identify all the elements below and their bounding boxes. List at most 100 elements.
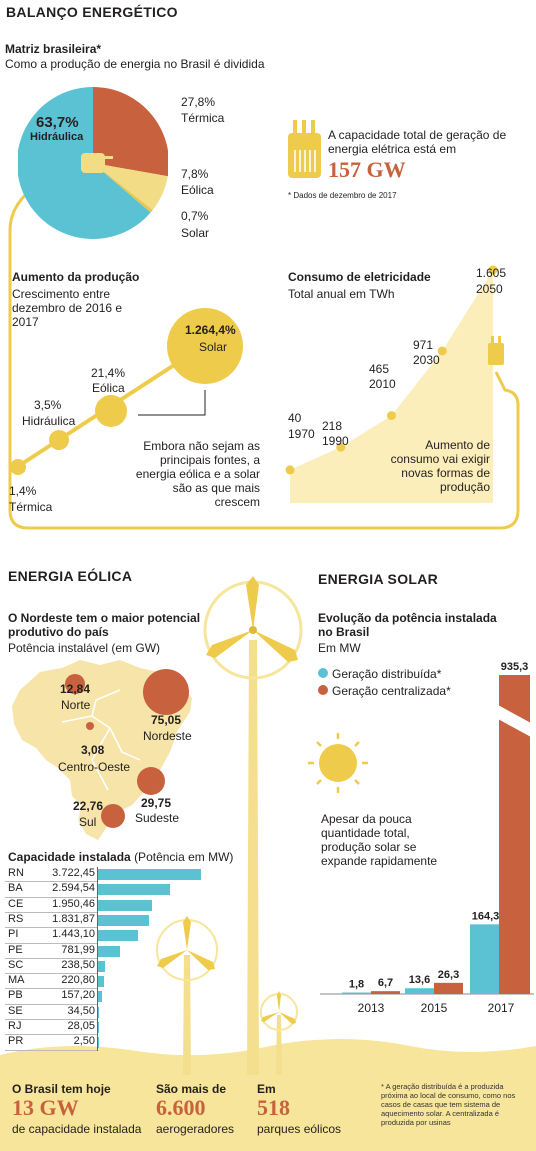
cap-row-divider bbox=[5, 973, 98, 975]
solar-bar-centralizada-2015 bbox=[434, 982, 463, 994]
map-value-norte: 12,84 bbox=[60, 682, 91, 696]
page-title: BALANÇO ENERGÉTICO bbox=[6, 4, 178, 20]
solar-bar-chart: 1,8 6,7 2013 13,6 26,3 2015 164,3 935,3 2017 bbox=[320, 661, 534, 1015]
pie-label-solar-name: Solar bbox=[181, 226, 210, 240]
growth-label-eolica-name: Eólica bbox=[92, 381, 125, 395]
bubble-termica bbox=[10, 459, 26, 475]
growth-label-hidraulica-value: 3,5% bbox=[34, 398, 62, 412]
growth-label-hidraulica-name: Hidráulica bbox=[22, 414, 76, 428]
cap-row-divider bbox=[5, 942, 98, 944]
cap-value-pe: 781,99 bbox=[61, 943, 95, 956]
map-value-sul: 22,76 bbox=[73, 799, 104, 813]
consumo-year-1990: 1990 bbox=[322, 434, 349, 448]
cap-state-rn: RN bbox=[8, 867, 24, 879]
pie-label-solar-value: 0,7% bbox=[181, 209, 209, 223]
pie-label-termica-value: 27,8% bbox=[181, 95, 216, 109]
charger-icon bbox=[288, 120, 321, 178]
legend-label-centralizada: Geração centralizada* bbox=[332, 684, 451, 698]
pie-label-termica-name: Térmica bbox=[181, 111, 225, 125]
capacity-text: A capacidade total de geração de energia… bbox=[328, 128, 507, 156]
map-title: O Nordeste tem o maior potencial produti… bbox=[8, 611, 201, 639]
solar-value-centralizada-2015: 26,3 bbox=[438, 969, 459, 981]
legend-centralizada: Geração centralizada* bbox=[318, 684, 451, 698]
cap-bar-rn bbox=[98, 869, 201, 880]
footer-stat-1-sub: de capacidade instalada bbox=[12, 1122, 142, 1136]
cap-row-divider bbox=[5, 881, 98, 883]
growth-label-termica-value: 1,4% bbox=[9, 484, 37, 498]
consumo-year-1970: 1970 bbox=[288, 427, 315, 441]
bubble-norte bbox=[65, 674, 85, 694]
wind-turbine-small bbox=[260, 991, 298, 1075]
solar-value-centralizada-2017: 935,3 bbox=[501, 661, 529, 673]
brazil-map bbox=[12, 660, 192, 840]
cap-value-ce: 1.950,46 bbox=[52, 897, 95, 910]
bubble-eolica bbox=[95, 395, 127, 427]
footer-stat-1-value: 13 GW bbox=[12, 1095, 79, 1120]
consumo-title: Consumo de eletricidade bbox=[288, 270, 431, 284]
pie-label-hidraulica-value: 63,7% bbox=[36, 114, 79, 131]
map-bubbles bbox=[65, 669, 189, 828]
cap-title: Capacidade instalada bbox=[8, 850, 131, 864]
solar-bar-distribuida-2013 bbox=[342, 992, 371, 994]
solar-bar-centralizada-2013 bbox=[371, 991, 400, 994]
pie-label-eolica-value: 7,8% bbox=[181, 167, 209, 181]
cap-state-pb: PB bbox=[8, 989, 23, 1002]
cap-bar-pi bbox=[98, 930, 138, 942]
cap-bar-se bbox=[98, 1006, 99, 1018]
solar-value-distribuida-2015: 13,6 bbox=[409, 974, 430, 986]
bubble-hidraulica bbox=[49, 430, 69, 450]
pie-label-hidraulica-name: Hidráulica bbox=[30, 131, 84, 143]
legend-label-distribuida: Geração distribuída* bbox=[332, 667, 442, 681]
cap-state-rj: RJ bbox=[8, 1020, 22, 1032]
footer-stat-3-sub: parques eólicos bbox=[257, 1122, 342, 1136]
footer-note: * A geração distribuída é a produzida pr… bbox=[381, 1082, 516, 1127]
bubble-nordeste bbox=[143, 669, 189, 715]
map-value-nordeste: 75,05 bbox=[151, 713, 182, 727]
bubble-sul bbox=[101, 804, 125, 828]
consumption-point-2010 bbox=[387, 411, 396, 421]
cap-value-pb: 157,20 bbox=[61, 989, 95, 1002]
cap-value-se: 34,50 bbox=[67, 1004, 95, 1017]
footer-stat-1-label: O Brasil tem hoje bbox=[12, 1082, 111, 1096]
pie-slice-solar bbox=[93, 163, 153, 213]
cap-state-pi: PI bbox=[8, 928, 19, 941]
consumo-subtitle: Total anual em TWh bbox=[288, 287, 395, 301]
pie-label-eolica-name: Eólica bbox=[181, 183, 214, 197]
footer-stat-2-sub: aerogeradores bbox=[156, 1122, 235, 1136]
consumo-value-2010: 465 bbox=[369, 362, 390, 376]
cap-state-se: SE bbox=[8, 1004, 23, 1017]
map-region-borders bbox=[61, 689, 141, 791]
annotation-leader bbox=[138, 390, 206, 416]
cap-row-divider bbox=[5, 1034, 98, 1036]
cap-bar-ma bbox=[98, 976, 105, 988]
bubble-sudeste bbox=[137, 767, 165, 795]
growth-label-solar-value: 1.264,4% bbox=[185, 323, 236, 337]
cap-row-divider bbox=[5, 1049, 98, 1051]
cap-value-sc: 238,50 bbox=[61, 958, 95, 971]
footer-stat-3-value: 518 bbox=[257, 1095, 290, 1120]
plug-icon bbox=[488, 336, 504, 365]
cap-subtitle: (Potência em MW) bbox=[134, 850, 234, 864]
consumo-value-1970: 40 bbox=[288, 411, 302, 425]
wind-turbine-large bbox=[203, 576, 303, 1075]
solar-xtick-2017: 2017 bbox=[488, 1001, 515, 1015]
map-name-nordeste: Nordeste bbox=[143, 729, 192, 743]
consumption-point-2030 bbox=[437, 346, 447, 356]
cap-value-rs: 1.831,87 bbox=[52, 912, 95, 925]
map-value-sudeste: 29,75 bbox=[141, 796, 172, 810]
growth-label-termica-name: Térmica bbox=[9, 500, 53, 514]
solar-value-distribuida-2017: 164,3 bbox=[472, 910, 500, 922]
consumo-year-2030: 2030 bbox=[413, 353, 440, 367]
cap-value-pi: 1.443,10 bbox=[52, 928, 95, 941]
pie-chart bbox=[18, 87, 168, 239]
wind-turbine-medium bbox=[156, 916, 218, 1075]
footer-stat-3-label: Em bbox=[257, 1082, 276, 1096]
consumption-area bbox=[290, 270, 493, 503]
cap-row-divider bbox=[5, 957, 98, 959]
map-value-centro-oeste: 3,08 bbox=[81, 743, 105, 757]
bubble-centro-oeste bbox=[86, 722, 94, 730]
growth-annotation: Embora não sejam as principais fontes, a… bbox=[135, 439, 260, 509]
consumption-point-1990 bbox=[336, 442, 346, 452]
pie-slice-termica bbox=[93, 87, 168, 177]
